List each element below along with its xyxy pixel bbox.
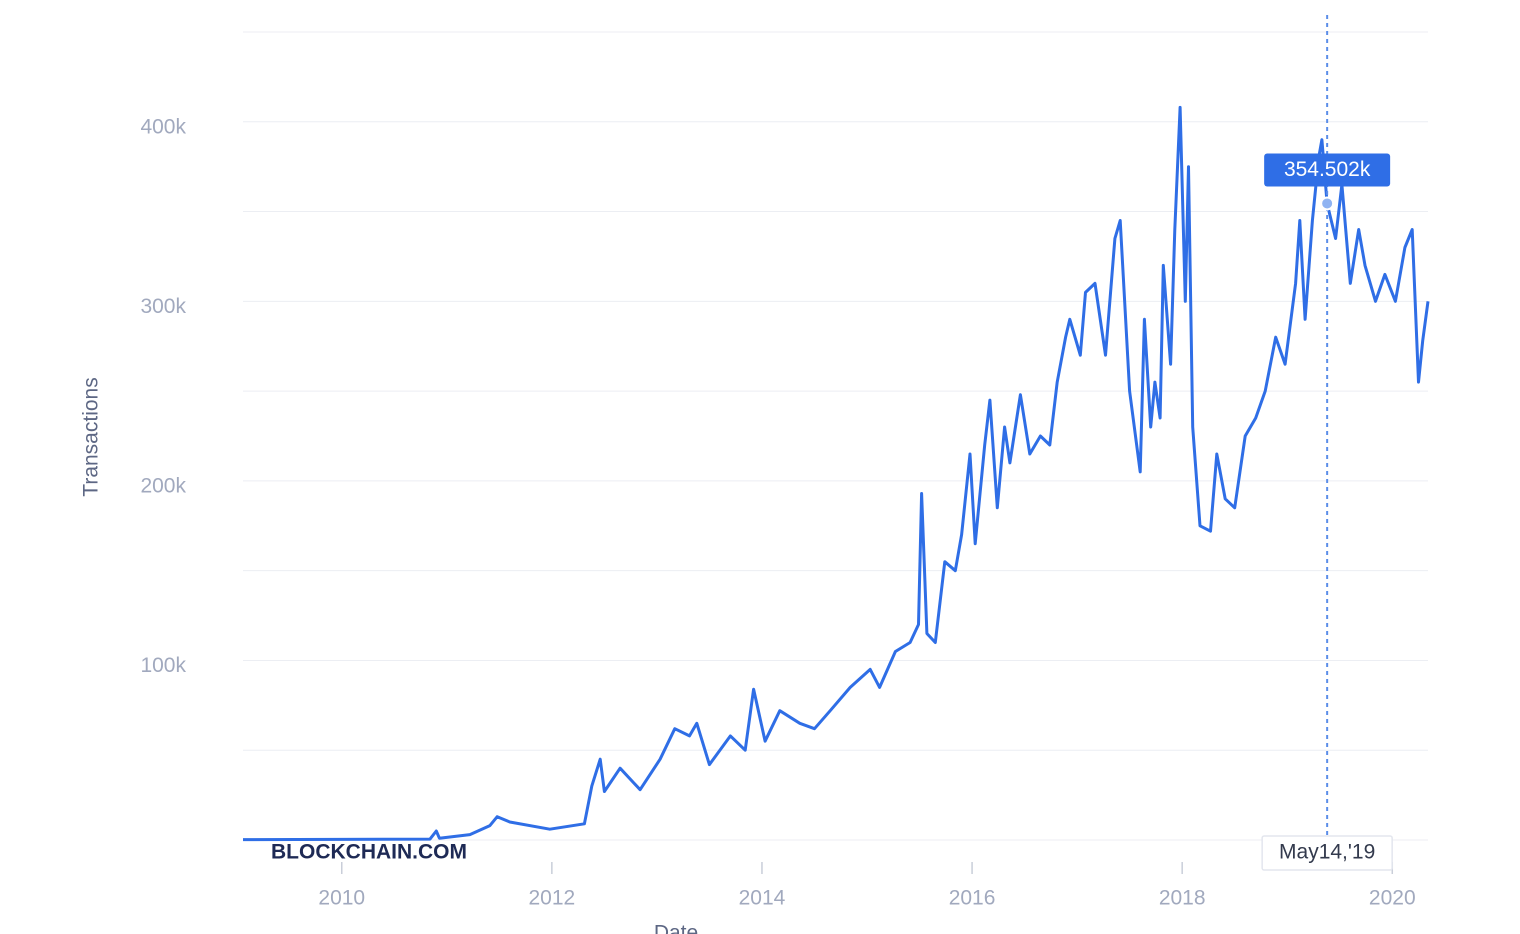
x-tick-label: 2012: [528, 887, 575, 910]
tooltip-box: [1264, 153, 1391, 187]
y-tick-label: 200k: [140, 474, 186, 497]
date-label: May14,'19: [1279, 841, 1375, 864]
x-tick-label: 2010: [318, 887, 365, 910]
x-axis-title: Date: [654, 922, 698, 934]
y-tick-label: 100k: [140, 654, 186, 677]
watermark: BLOCKCHAIN.COM: [271, 841, 467, 864]
y-tick-label: 300k: [140, 295, 186, 318]
data-line: [242, 105, 1430, 842]
y-tick-label: 400k: [140, 115, 186, 138]
tooltip-value: 354.502k: [1284, 158, 1371, 181]
x-tick-label: 2016: [949, 887, 996, 910]
date-label-box: [1261, 835, 1393, 871]
x-tick-label: 2014: [739, 887, 786, 910]
x-tick-label: 2020: [1369, 887, 1416, 910]
x-tick-label: 2018: [1159, 887, 1206, 910]
hover-point: [1320, 196, 1335, 211]
y-axis-title: Transactions: [80, 377, 103, 496]
